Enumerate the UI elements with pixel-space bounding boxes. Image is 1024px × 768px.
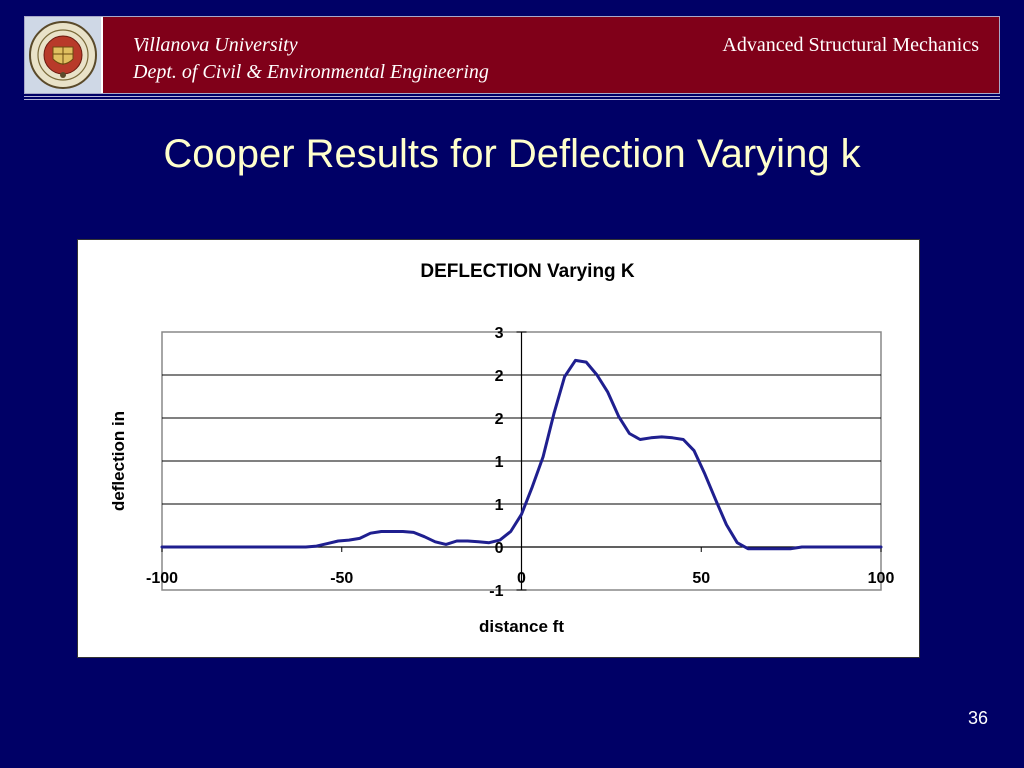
series-line-0 (160, 358, 883, 551)
header-rule-secondary (24, 99, 1000, 100)
y-tick-label-0: -1 (489, 583, 503, 600)
y-tick-label-4: 2 (495, 411, 504, 428)
y-tick-label-5: 2 (495, 368, 504, 385)
y-tick-label-6: 3 (495, 325, 504, 342)
x-tick-label-1: -50 (330, 570, 353, 587)
header-banner: Villanova University Dept. of Civil & En… (24, 16, 1000, 94)
page-number: 36 (967, 708, 988, 728)
x-axis-label: distance ft (479, 617, 564, 636)
university-name: Villanova University (133, 34, 298, 56)
chart-title: DEFLECTION Varying K (420, 261, 635, 282)
chart-container: -1 0 1 1 2 2 3 -100 -50 0 50 100 DEFLECTION Varying … (77, 239, 920, 658)
university-logo (25, 17, 103, 93)
course-name: Advanced Structural Mechanics (722, 34, 979, 56)
deflection-chart: -1 0 1 1 2 2 3 -100 -50 0 50 100 DEFLECTION Varying … (109, 261, 895, 636)
y-axis-label: deflection in (109, 411, 128, 511)
y-tick-label-2: 1 (495, 497, 504, 514)
x-tick-label-3: 50 (692, 570, 710, 587)
y-tick-label-1: 0 (495, 540, 504, 557)
x-tick-label-4: 100 (868, 570, 895, 587)
university-seal-icon (29, 21, 97, 89)
y-tick-label-3: 1 (495, 454, 504, 471)
slide-title: Cooper Results for Deflection Varying k (163, 132, 861, 176)
x-tick-label-2: 0 (517, 570, 526, 587)
header-rule (24, 96, 1000, 97)
x-tick-label-0: -100 (146, 570, 178, 587)
department-name: Dept. of Civil & Environmental Engineeri… (133, 61, 489, 83)
